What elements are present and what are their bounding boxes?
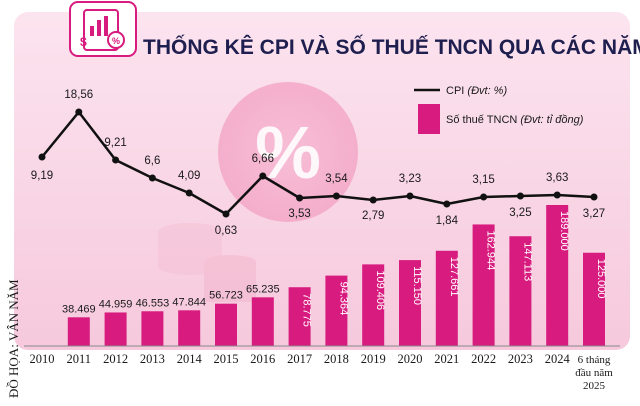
- tax-bar: [325, 275, 348, 346]
- legend-cpi-label: CPI (Đvt: %): [446, 85, 507, 97]
- x-tick-label: 2023: [508, 352, 533, 366]
- cpi-value-label: 3,25: [509, 207, 531, 219]
- tax-bar: [472, 224, 495, 346]
- cpi-value-label: 6,66: [252, 153, 274, 165]
- cpi-value-label: 9,19: [31, 170, 53, 182]
- tax-bar-label: 189.000: [558, 211, 570, 251]
- cpi-value-label: 1,84: [436, 215, 459, 227]
- cpi-value-label: 2,79: [362, 210, 384, 222]
- tax-bar-label: 162.944: [485, 230, 497, 270]
- x-tick-label: 2014: [177, 352, 203, 366]
- tax-bar-label: 147.113: [521, 242, 533, 281]
- coin-stack-decoration: [158, 223, 256, 302]
- cpi-value-label: 6,6: [144, 155, 160, 167]
- tax-bar-label: 38.469: [62, 303, 96, 315]
- x-tick-label: 6 tháng đầu năm 2025: [575, 354, 613, 392]
- cpi-value-label: 3,54: [325, 173, 348, 185]
- x-tick-label: 2013: [140, 352, 165, 366]
- tax-bar: [546, 205, 569, 346]
- cpi-value-label: 9,21: [104, 137, 126, 149]
- tax-bar: [509, 236, 532, 346]
- x-tick-label: 2016: [250, 352, 275, 366]
- credit-text: ĐỒ HỌA: VÂN NĂM: [6, 279, 21, 398]
- x-tick-label: 2012: [103, 352, 128, 366]
- tax-bar: [583, 252, 605, 346]
- cpi-value-label: 3,27: [583, 208, 605, 220]
- cpi-point: [75, 108, 83, 116]
- cpi-point: [480, 193, 488, 201]
- cpi-value-label: 3,53: [288, 208, 310, 220]
- tax-bar-label: 94.364: [337, 282, 349, 316]
- x-tick-label: 2020: [398, 352, 423, 366]
- tax-bar-label: 44.959: [99, 298, 133, 310]
- x-axis-ticks: 2010 2011 2012 2013 2014 2015 2016 2017 2018 2019…: [30, 352, 614, 392]
- x-tick-label: 2021: [434, 352, 459, 366]
- cpi-point: [590, 193, 598, 201]
- legend-tax-label: Số thuế TNCN (Đvt: tỉ đồng): [446, 114, 584, 126]
- cpi-value-label: 3,23: [399, 173, 421, 185]
- x-tick-label: 2019: [361, 352, 386, 366]
- cpi-point: [369, 196, 377, 204]
- tax-bar: [251, 297, 274, 346]
- tax-bar-label: 56.723: [209, 290, 243, 302]
- cpi-point: [516, 192, 524, 200]
- cpi-point: [259, 172, 267, 180]
- svg-text:$: $: [80, 35, 87, 49]
- cpi-point: [332, 192, 340, 200]
- cpi-value-label: 0,63: [215, 225, 237, 237]
- tax-bar-label: 127.661: [448, 257, 460, 297]
- cpi-point: [443, 200, 451, 208]
- svg-text:%: %: [112, 36, 120, 46]
- cpi-point: [185, 189, 193, 197]
- cpi-point: [112, 156, 120, 164]
- cpi-value-label: 3,15: [472, 174, 494, 186]
- tax-bar: [178, 310, 201, 346]
- tax-bar: [435, 250, 458, 346]
- cpi-point: [222, 210, 230, 218]
- cpi-value-label: 18,56: [64, 89, 93, 101]
- tax-bar: [104, 312, 127, 346]
- tax-bar: [288, 287, 311, 346]
- tax-bar-label: 78.775: [301, 293, 313, 327]
- x-tick-label: 2017: [287, 352, 312, 366]
- percent-icon: %: [255, 111, 321, 194]
- tax-bar: [141, 311, 164, 346]
- x-tick-label: 2011: [67, 352, 92, 366]
- cpi-line: [41, 110, 595, 216]
- x-tick-label: 2010: [30, 352, 55, 366]
- tax-bar: [67, 317, 90, 346]
- legend: CPI (Đvt: %) Số thuế TNCN (Đvt: tỉ đồng): [414, 85, 584, 134]
- report-icon: $ %: [69, 1, 137, 57]
- cpi-point: [38, 153, 46, 161]
- tax-bar-label: 46.553: [136, 297, 170, 309]
- x-tick-label: 2022: [471, 352, 496, 366]
- legend-bar-swatch: [418, 104, 440, 134]
- x-tick-label: 2024: [545, 352, 571, 366]
- tax-bar-label: 65.235: [246, 283, 280, 295]
- tax-bar-label: 125.000: [595, 259, 607, 299]
- line-series: 9,19 18,56 9,21 6,6 4,09 0,63 6,66 3,53 3,54 2,79…: [31, 89, 605, 237]
- cpi-value-label: 4,09: [178, 170, 200, 182]
- tax-bar: [399, 260, 421, 346]
- cpi-point: [296, 194, 304, 202]
- tax-bar: [362, 264, 385, 346]
- cpi-point: [148, 174, 156, 182]
- x-tick-label: 2015: [214, 352, 239, 366]
- tax-bar: [215, 303, 237, 346]
- cpi-value-label: 3,63: [546, 172, 568, 184]
- x-tick-label: 2018: [324, 352, 349, 366]
- cpi-point: [553, 191, 561, 199]
- tax-bar-label: 115.150: [411, 266, 423, 305]
- cpi-point: [406, 192, 414, 200]
- chart-title: THỐNG KÊ CPI VÀ SỐ THUẾ TNCN QUA CÁC NĂM: [143, 35, 640, 59]
- tax-bar-label: 47.844: [172, 296, 206, 308]
- tax-bar-label: 109.406: [374, 270, 386, 310]
